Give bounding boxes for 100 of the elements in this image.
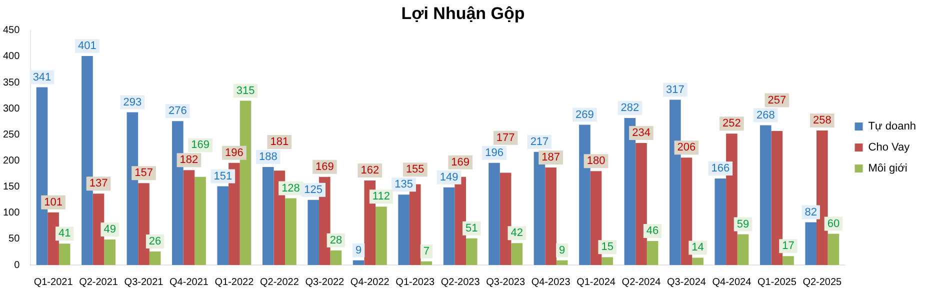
data-label: 157 xyxy=(134,167,153,180)
bar xyxy=(646,241,658,265)
x-tick-label: Q1-2024 xyxy=(576,276,616,288)
x-tick-label: Q3-2022 xyxy=(305,276,345,288)
data-label: 182 xyxy=(180,154,198,166)
data-label: 187 xyxy=(542,152,560,164)
data-label: 341 xyxy=(32,71,52,84)
data-label: 196 xyxy=(225,146,244,159)
data-label: 46 xyxy=(646,225,659,238)
bar xyxy=(737,234,749,265)
y-tick-label: 450 xyxy=(2,25,20,36)
bar xyxy=(217,186,229,265)
legend-label: Môi giới xyxy=(868,162,908,175)
data-label: 269 xyxy=(576,108,594,121)
data-label: 155 xyxy=(406,164,424,176)
bar xyxy=(398,194,410,265)
y-tick-label: 100 xyxy=(2,208,20,219)
data-label: 268 xyxy=(756,109,775,122)
bar xyxy=(352,260,364,265)
data-label: 317 xyxy=(666,84,684,96)
bar xyxy=(262,166,274,265)
x-tick-label: Q1-2023 xyxy=(396,276,436,288)
data-label: 401 xyxy=(78,40,96,52)
bar xyxy=(692,258,704,265)
x-tick-label: Q3-2021 xyxy=(124,276,164,288)
chart-title: Lợi Nhuận Gộp xyxy=(401,4,525,23)
y-tick-label: 350 xyxy=(2,77,20,88)
data-label: 17 xyxy=(782,240,794,252)
x-tick-label: Q1-2022 xyxy=(214,276,254,288)
data-label: 149 xyxy=(440,171,458,184)
bar xyxy=(308,200,320,265)
data-label: 41 xyxy=(58,228,71,240)
bar xyxy=(138,183,150,265)
data-label: 9 xyxy=(356,244,362,256)
bar xyxy=(680,158,692,265)
data-label: 51 xyxy=(466,222,478,234)
data-label: 252 xyxy=(722,118,741,130)
data-label: 49 xyxy=(104,223,116,236)
data-label: 181 xyxy=(270,136,289,148)
data-label: 135 xyxy=(394,178,413,191)
bar xyxy=(771,131,783,265)
data-label: 26 xyxy=(148,235,162,248)
bar xyxy=(488,162,500,265)
bar xyxy=(500,172,512,265)
data-label: 15 xyxy=(601,241,614,254)
data-label: 125 xyxy=(304,184,323,196)
legend-label: Tự doanh xyxy=(868,120,916,133)
y-tick-label: 400 xyxy=(2,51,20,62)
data-label: 42 xyxy=(510,227,523,240)
x-tick-label: Q2-2021 xyxy=(79,276,118,288)
y-tick-label: 300 xyxy=(2,103,20,114)
bar xyxy=(285,198,296,265)
bar xyxy=(714,178,726,265)
bar xyxy=(466,238,478,265)
x-tick-label: Q4-2023 xyxy=(531,276,571,288)
x-tick-label: Q2-2024 xyxy=(622,276,662,288)
x-tick-label: Q4-2022 xyxy=(350,276,390,288)
bar xyxy=(149,251,161,265)
data-label: 196 xyxy=(485,146,504,159)
data-label: 257 xyxy=(768,94,786,106)
bar xyxy=(805,222,817,265)
data-label: 180 xyxy=(586,155,606,168)
bar xyxy=(816,130,828,265)
data-label: 177 xyxy=(496,132,515,144)
bar xyxy=(556,260,568,265)
x-tick-label: Q3-2023 xyxy=(486,276,526,288)
bar xyxy=(636,143,647,265)
bar xyxy=(443,187,455,265)
bar xyxy=(511,243,523,265)
data-label: 169 xyxy=(451,156,470,168)
data-label: 59 xyxy=(736,218,750,230)
data-label: 206 xyxy=(677,142,696,154)
bar xyxy=(330,250,342,265)
bar xyxy=(602,257,613,265)
x-tick-label: Q3-2024 xyxy=(667,276,706,288)
data-label: 151 xyxy=(214,170,232,182)
x-tick-label: Q1-2021 xyxy=(34,276,74,288)
data-label: 166 xyxy=(711,162,730,174)
bar xyxy=(420,261,432,265)
data-label: 169 xyxy=(315,160,334,173)
x-tick-label: Q2-2023 xyxy=(440,276,480,288)
bar xyxy=(104,239,116,265)
x-tick-label: Q2-2022 xyxy=(260,276,300,288)
data-label: 128 xyxy=(282,182,300,194)
data-label: 28 xyxy=(330,234,342,246)
bar xyxy=(376,206,387,265)
data-label: 169 xyxy=(191,139,210,152)
legend-label: Cho Vay xyxy=(868,142,910,154)
x-tick-label: Q2-2025 xyxy=(802,276,842,288)
data-label: 82 xyxy=(804,206,817,218)
data-label: 282 xyxy=(620,102,640,114)
data-label: 14 xyxy=(692,242,704,254)
bar xyxy=(58,244,70,265)
bar xyxy=(183,170,195,265)
bar xyxy=(545,168,556,265)
bar xyxy=(760,125,772,265)
x-tick-label: Q1-2025 xyxy=(757,276,797,288)
data-label: 258 xyxy=(812,114,832,127)
data-label: 188 xyxy=(258,151,278,164)
y-tick-label: 0 xyxy=(14,260,20,271)
